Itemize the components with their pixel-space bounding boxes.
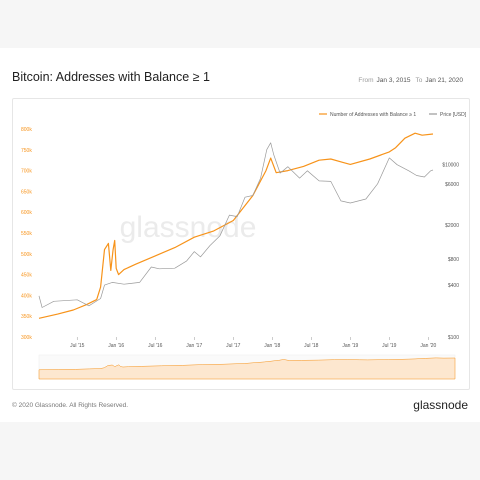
y-right-tick-label: $6000 [445,182,459,188]
x-tick-label: Jan '18 [264,343,280,349]
x-tick-label: Jan '17 [186,343,202,349]
y-left-tick-label: 300k [21,335,32,341]
y-left-tick-label: 350k [21,314,32,320]
y-right-tick-label: $800 [448,257,459,263]
to-date[interactable]: Jan 21, 2020 [425,77,463,84]
to-label: To [415,77,423,84]
x-tick-label: Jul '19 [382,343,397,349]
from-label: From [358,77,374,84]
y-left-tick-label: 500k [21,252,32,258]
y-right-tick-label: $10000 [442,163,459,169]
date-range: From Jan 3, 2015 To Jan 21, 2020 [358,77,468,84]
y-left-tick-label: 800k [21,127,32,133]
navigator-series [38,357,456,380]
copyright-text: © 2020 Glassnode. All Rights Reserved. [12,402,129,409]
x-tick-label: Jul '17 [226,343,241,349]
series-line-price [38,142,434,308]
y-left-tick-label: 600k [21,210,32,216]
y-left-tick-label: 650k [21,189,32,195]
x-tick-label: Jul '15 [70,343,85,349]
x-tick-label: Jul '16 [148,343,163,349]
legend-label-price: Price [USD] [440,112,467,118]
y-left-tick-label: 550k [21,231,32,237]
y-left-tick-label: 750k [21,148,32,154]
chart-svg: glassnode Number of Addresses with Balanc… [21,112,467,380]
chart-area: glassnode Number of Addresses with Balanc… [12,98,470,390]
page-title: Bitcoin: Addresses with Balance ≥ 1 [12,70,210,84]
legend-label-addresses: Number of Addresses with Balance ≥ 1 [330,112,416,118]
y-right-tick-label: $2000 [445,223,459,229]
y-left-tick-label: 700k [21,169,32,175]
x-tick-label: Jan '20 [420,343,436,349]
x-tick-label: Jan '19 [342,343,358,349]
y-left-tick-label: 400k [21,293,32,299]
from-date[interactable]: Jan 3, 2015 [376,77,411,84]
y-right-tick-label: $100 [448,335,459,341]
brand-logo: glassnode [413,398,468,412]
y-left-tick-label: 450k [21,273,32,279]
series-line-addresses [38,132,434,319]
x-tick-label: Jan '16 [108,343,124,349]
y-right-tick-label: $400 [448,283,459,289]
x-tick-label: Jul '18 [304,343,319,349]
watermark: glassnode [120,211,257,244]
